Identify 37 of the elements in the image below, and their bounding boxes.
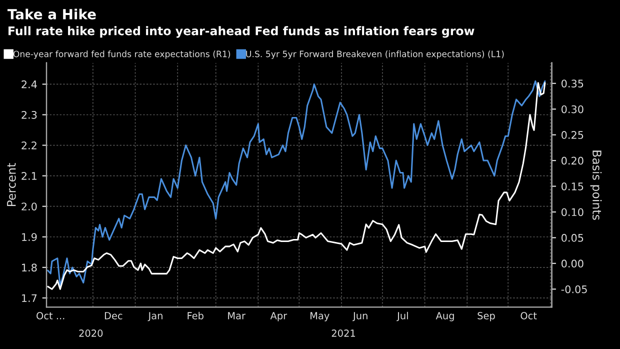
x-tick-label: Dec <box>104 312 122 320</box>
x-tick-label: Jul <box>396 312 408 322</box>
y2-tick-label: 0.35 <box>562 80 584 88</box>
x-tick-label: Aug <box>436 312 454 322</box>
y2-tick-label: 0.10 <box>562 208 584 216</box>
y-axis-title: Percent <box>7 163 16 206</box>
x-tick-label: May <box>310 312 330 322</box>
x-tick-label: Apr <box>270 312 288 322</box>
y-tick-label: 2.0 <box>22 202 37 210</box>
chart-subtitle: Full rate hike priced into year-ahead Fed funds as inflation fears grow <box>8 26 474 38</box>
x-tick-label: Jan <box>148 312 162 322</box>
y-tick-label: 2.2 <box>22 142 36 150</box>
y2-tick-label: 0.25 <box>562 131 584 139</box>
y2-tick-label: 0.05 <box>562 234 584 242</box>
y2-tick-label: 0.15 <box>562 182 584 190</box>
y2-tick-label: 0.00 <box>562 260 584 268</box>
y-tick-label: 2.4 <box>22 80 37 88</box>
x-tick-label: Feb <box>188 312 204 320</box>
x-tick-label: Jun <box>352 312 368 322</box>
y2-axis-title: Basis points <box>590 150 602 220</box>
chart-title: Take a Hike <box>8 8 96 20</box>
y-tick-label: 2.3 <box>22 110 37 119</box>
x-tick-label: Oct <box>520 312 537 320</box>
legend-label: U.S. 5yr 5yr Forward Breakeven (inflation expectations) (L1) <box>246 50 504 59</box>
text: 2021 <box>332 330 356 337</box>
y2-tick-label: 0.30 <box>562 105 584 114</box>
y-tick-label: 1.9 <box>22 233 37 241</box>
text: 2020 <box>79 330 103 337</box>
x-tick-label: Sep <box>478 312 495 322</box>
y-tick-label: 2.1 <box>22 172 37 180</box>
y2-tick-label: 0.20 <box>562 156 584 165</box>
x-tick-label: Mar <box>228 312 246 320</box>
legend-label: One-year forward fed funds rate expectations (R1) <box>13 50 230 59</box>
y2-tick-label: -0.05 <box>561 285 587 294</box>
y-tick-label: 1.8 <box>22 264 37 272</box>
y-tick-label: 1.7 <box>22 294 37 302</box>
x-tick-label: Oct ... <box>36 312 64 320</box>
